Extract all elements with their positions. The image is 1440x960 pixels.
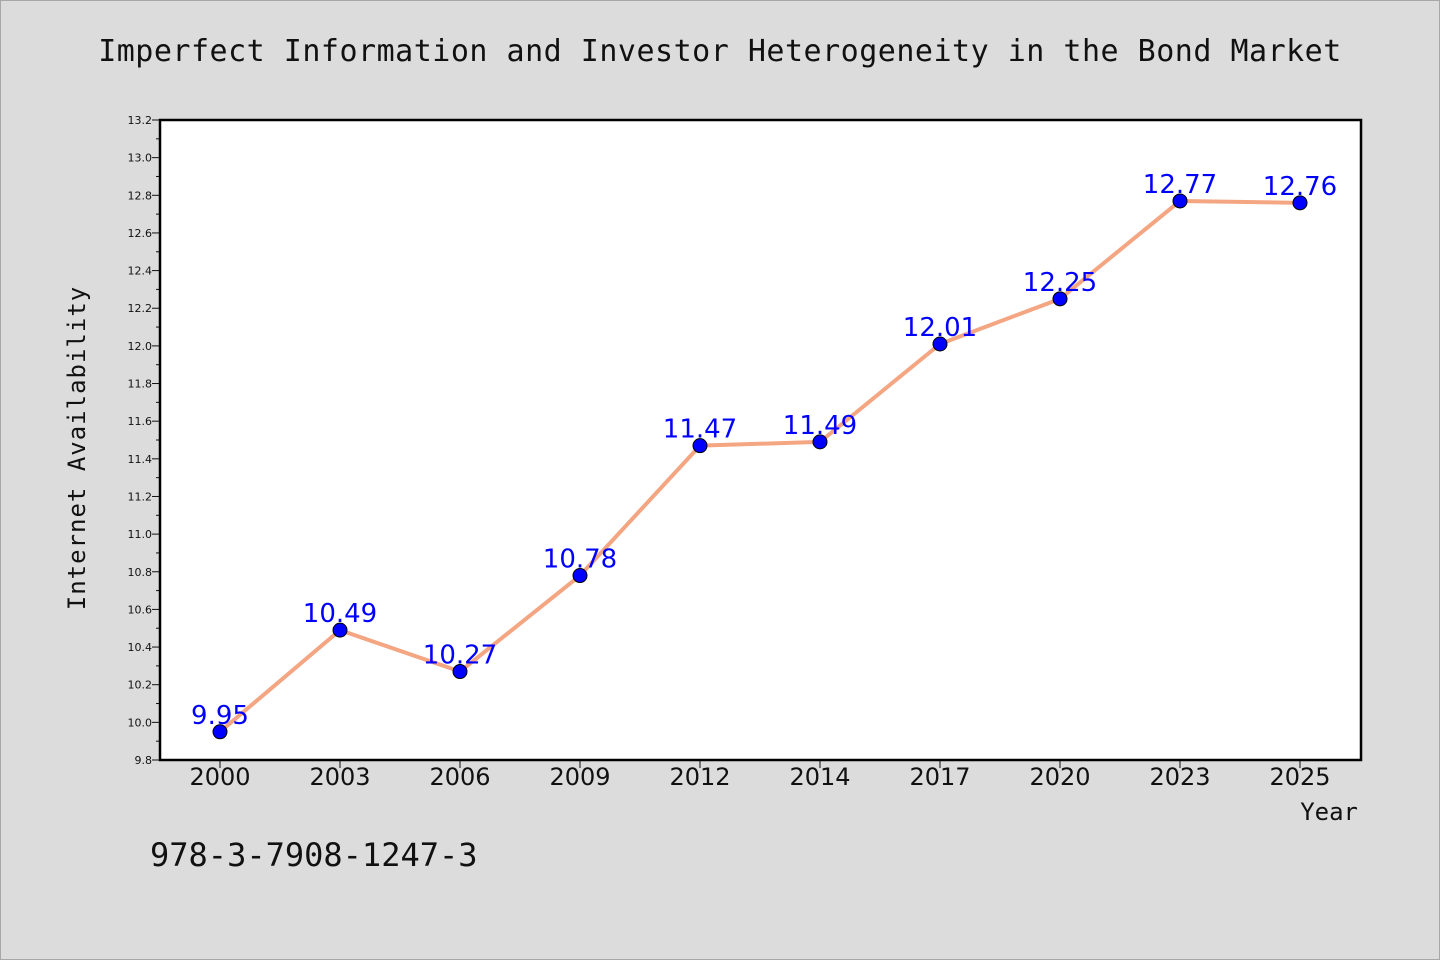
x-tick-label: 2020 xyxy=(1029,763,1090,791)
x-tick-label: 2009 xyxy=(549,763,610,791)
x-tick-label: 2017 xyxy=(909,763,970,791)
data-point xyxy=(212,724,228,740)
chart-title: Imperfect Information and Investor Heter… xyxy=(98,34,1342,69)
data-label: 12.76 xyxy=(1263,172,1337,202)
y-tick-label: 12.4 xyxy=(128,265,153,278)
y-tick-label: 10.0 xyxy=(128,716,153,729)
series-line xyxy=(218,198,1301,734)
y-tick-label: 10.4 xyxy=(128,641,153,654)
y-tick-label: 10.8 xyxy=(128,566,153,579)
data-label: 10.49 xyxy=(303,599,377,629)
data-point xyxy=(572,568,588,584)
data-point xyxy=(332,622,348,638)
data-label: 10.78 xyxy=(543,545,617,575)
y-tick-label: 11.2 xyxy=(128,490,153,503)
y-tick-label: 11.0 xyxy=(128,528,153,541)
y-tick-label: 12.6 xyxy=(128,227,153,240)
y-tick-label: 11.8 xyxy=(128,378,153,391)
data-label: 12.25 xyxy=(1023,268,1097,298)
data-point xyxy=(1292,195,1308,211)
y-tick-label: 11.6 xyxy=(128,415,153,428)
data-label: 10.27 xyxy=(423,641,497,671)
plot-area xyxy=(160,120,1361,760)
x-tick-label: 2000 xyxy=(189,763,250,791)
data-label: 9.95 xyxy=(191,701,249,731)
y-tick-label: 10.2 xyxy=(128,679,153,692)
x-tick-label: 2006 xyxy=(429,763,490,791)
y-tick-label: 12.2 xyxy=(128,302,153,315)
data-point xyxy=(1052,291,1068,307)
x-tick-label: 2014 xyxy=(789,763,850,791)
plot-border xyxy=(158,118,1363,762)
data-point xyxy=(1172,193,1188,209)
y-tick-label: 13.0 xyxy=(128,152,153,165)
data-point xyxy=(692,438,708,454)
data-point xyxy=(932,336,948,352)
data-point xyxy=(452,664,468,680)
y-tick-label: 12.0 xyxy=(128,340,153,353)
y-tick-label: 13.2 xyxy=(128,114,153,127)
data-label: 12.77 xyxy=(1143,170,1217,200)
y-tick-label: 11.4 xyxy=(128,453,153,466)
y-tick-label: 10.6 xyxy=(128,603,153,616)
data-point xyxy=(812,434,828,450)
x-tick-label: 2025 xyxy=(1269,763,1330,791)
data-label: 11.47 xyxy=(663,415,737,445)
data-label: 12.01 xyxy=(903,313,977,343)
x-tick-label: 2023 xyxy=(1149,763,1210,791)
data-label: 11.49 xyxy=(783,411,857,441)
x-tick-label: 2012 xyxy=(669,763,730,791)
isbn-text: 978-3-7908-1247-3 xyxy=(150,836,478,874)
y-tick-label: 9.8 xyxy=(135,754,153,767)
x-tick-label: 2003 xyxy=(309,763,370,791)
y-tick-label: 12.8 xyxy=(128,189,153,202)
x-axis-title: Year xyxy=(1300,798,1358,826)
